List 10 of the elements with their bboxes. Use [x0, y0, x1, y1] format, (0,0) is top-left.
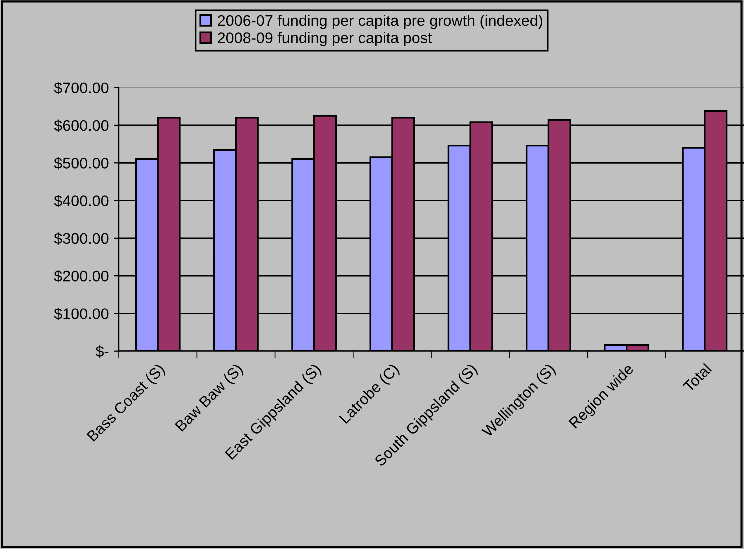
- y-tick-label: $200.00: [54, 270, 109, 283]
- y-tick-label: $-: [96, 346, 109, 358]
- legend-label: 2008-09 funding per capita post: [218, 32, 432, 47]
- y-tick-label: $500.00: [54, 157, 109, 170]
- legend-label: 2006-07 funding per capita pre growth (indexed): [218, 14, 543, 30]
- y-tick-label: $600.00: [54, 120, 109, 132]
- y-tick-label: $700.00: [54, 82, 109, 94]
- y-tick-label: $100.00: [54, 308, 109, 320]
- y-tick-label: $300.00: [54, 232, 109, 246]
- y-tick-label: $400.00: [54, 195, 109, 208]
